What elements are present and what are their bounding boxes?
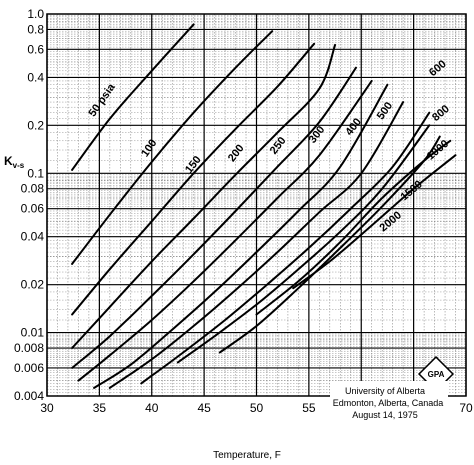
series-line (176, 124, 431, 364)
series-line (255, 139, 452, 316)
x-tick-label: 55 (302, 401, 316, 415)
y-tick-labels: 1.00.80.60.40.20.10.080.060.040.020.010.… (14, 7, 44, 403)
x-tick-label: 70 (459, 401, 473, 415)
series-line (140, 111, 431, 385)
x-tick-label: 35 (93, 401, 107, 415)
series-line (71, 42, 316, 316)
y-axis-title: Kv-s (4, 154, 25, 170)
y-tick-label: 0.04 (21, 230, 45, 244)
annotation-line-2: Edmonton, Alberta, Canada (333, 398, 444, 408)
x-tick-label: 45 (197, 401, 211, 415)
y-tick-label: 0.004 (14, 389, 44, 403)
x-tick-label: 30 (40, 401, 54, 415)
y-tick-label: 0.4 (27, 70, 44, 84)
y-tick-label: 0.06 (21, 202, 45, 216)
annotation-line-1: University of Alberta (345, 386, 425, 396)
series-layer (71, 23, 457, 389)
x-tick-label: 50 (250, 401, 264, 415)
y-tick-label: 0.8 (27, 22, 44, 36)
y-tick-label: 0.008 (14, 341, 44, 355)
logo-text: GPA (428, 370, 445, 379)
y-tick-label: 0.6 (27, 42, 44, 56)
series-line (108, 101, 405, 389)
annotation-background (330, 381, 448, 423)
series-line (71, 30, 274, 265)
x-axis-title: Temperature, F (213, 450, 281, 461)
plot-frame (46, 13, 467, 397)
y-tick-label: 0.1 (27, 166, 44, 180)
y-tick-label: 0.02 (21, 278, 45, 292)
series-line (292, 154, 457, 290)
y-tick-label: 0.08 (21, 182, 45, 196)
series-line (71, 43, 337, 349)
series-line (71, 23, 195, 171)
series-line (77, 79, 373, 382)
y-tick-label: 1.0 (27, 7, 44, 21)
y-tick-label: 0.2 (27, 118, 44, 132)
annotation-line-3: August 14, 1975 (352, 410, 418, 420)
series-line (71, 66, 357, 369)
y-tick-label: 0.01 (21, 326, 45, 340)
series-line (93, 83, 389, 389)
x-tick-label: 40 (145, 401, 159, 415)
y-tick-label: 0.006 (14, 361, 44, 375)
annotation-block: University of Alberta Edmonton, Alberta,… (330, 381, 448, 423)
